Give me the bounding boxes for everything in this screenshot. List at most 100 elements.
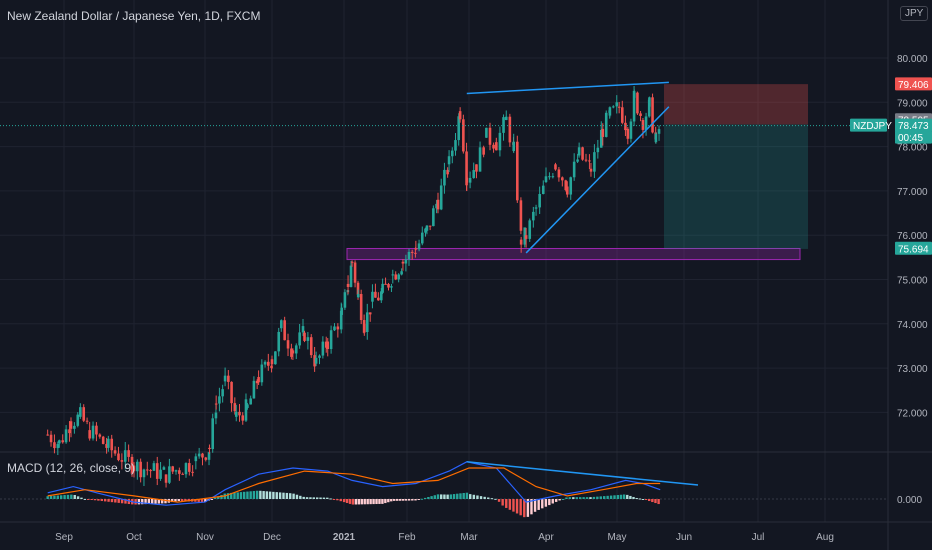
candle-body (321, 341, 325, 356)
currency-badge[interactable]: JPY (900, 6, 929, 21)
macd-bar (622, 494, 626, 499)
candle-body (142, 469, 146, 478)
macd-bar (268, 491, 272, 499)
macd-bar (440, 494, 443, 499)
macd-bar (351, 499, 355, 505)
candle-body (544, 176, 548, 183)
macd-bar (501, 499, 504, 506)
candle-body (596, 147, 600, 153)
candle-body (61, 440, 65, 443)
rising-trendline[interactable] (525, 106, 670, 254)
candle-body (123, 450, 127, 462)
macd-bar (213, 497, 217, 499)
candle-body (407, 251, 411, 260)
macd-bar (87, 499, 90, 500)
macd-bar (289, 493, 292, 499)
candle-body (644, 116, 648, 130)
candle-body (446, 169, 449, 175)
y-axis-labels: 80.000 79.000 78.000 77.000 76.000 75.000 74.0… (897, 54, 928, 506)
candle-body (79, 407, 82, 417)
candle-body (68, 429, 71, 434)
macd-bar (392, 499, 396, 501)
candle-body (368, 312, 372, 315)
candle-body (397, 274, 400, 280)
macd-bar (632, 496, 635, 499)
macd-bar (295, 494, 299, 499)
candle-body (201, 453, 204, 458)
candle-body (120, 460, 124, 462)
macd-bar (505, 499, 508, 508)
macd-bar (154, 499, 157, 504)
candle-body (472, 170, 476, 178)
macd-bar (184, 499, 187, 502)
macd-bar (336, 499, 339, 501)
macd-bar (644, 499, 648, 501)
candle-body (615, 102, 619, 107)
macd-bar (302, 496, 305, 499)
candle-body (561, 177, 564, 181)
macd-bar (236, 492, 239, 499)
macd-bar (404, 499, 408, 501)
macd-bar (596, 496, 599, 499)
candle-body (313, 355, 316, 367)
macd-bar (423, 497, 427, 499)
candle-body (401, 261, 405, 264)
macd-bar (275, 492, 278, 499)
price-tag-stop (895, 77, 932, 91)
macd-bar (592, 496, 596, 499)
macd-bar (80, 497, 83, 499)
macd-bar (265, 491, 269, 499)
macd-bar (322, 497, 326, 499)
candle-body (340, 307, 343, 315)
candle-body (184, 463, 188, 475)
candle-body (145, 469, 149, 471)
candle-body (49, 434, 53, 443)
candle-body (46, 434, 49, 436)
macd-bar (648, 499, 651, 502)
candle-body (290, 348, 293, 357)
macd-bar (210, 499, 214, 500)
macd-bar (446, 494, 449, 499)
macd-bar (523, 499, 526, 518)
candle-body (617, 106, 621, 108)
y-tick-label: 76.000 (897, 231, 928, 242)
macd-bar (315, 497, 319, 499)
macd-bar (375, 499, 378, 505)
candle-body (255, 380, 259, 384)
macd-bar (49, 495, 53, 499)
candle-body (475, 164, 478, 172)
upper-trendline[interactable] (466, 81, 669, 95)
macd-bar (63, 495, 66, 499)
macd-bar (53, 495, 56, 499)
macd-bar (309, 497, 312, 499)
macd-bar (76, 496, 80, 499)
macd-bar (299, 495, 302, 499)
macd-bar (312, 497, 316, 499)
candle-body (554, 164, 557, 170)
candle-body (390, 286, 393, 288)
x-tick-label: Aug (816, 532, 834, 543)
macd-bar (378, 499, 381, 504)
support-zone (346, 247, 801, 261)
candle-body (95, 425, 98, 435)
candle-body (492, 144, 495, 149)
macd-divergence-line[interactable] (466, 461, 699, 486)
macd-bar (395, 499, 399, 501)
macd-bar (541, 499, 544, 509)
macd-bar (124, 499, 127, 504)
candle-body (651, 97, 654, 133)
macd-bar (476, 495, 479, 499)
candle-body (654, 133, 658, 143)
candle-body (244, 399, 248, 421)
candle-body (528, 220, 532, 239)
price-tag-label: 75.694 (898, 244, 929, 255)
macd-bar (151, 499, 154, 504)
candle-body (238, 411, 241, 416)
candle-body (365, 312, 369, 333)
macd-bar (157, 499, 161, 504)
candle-body (152, 463, 156, 471)
macd-histogram (46, 490, 660, 518)
candle-body (174, 470, 178, 472)
